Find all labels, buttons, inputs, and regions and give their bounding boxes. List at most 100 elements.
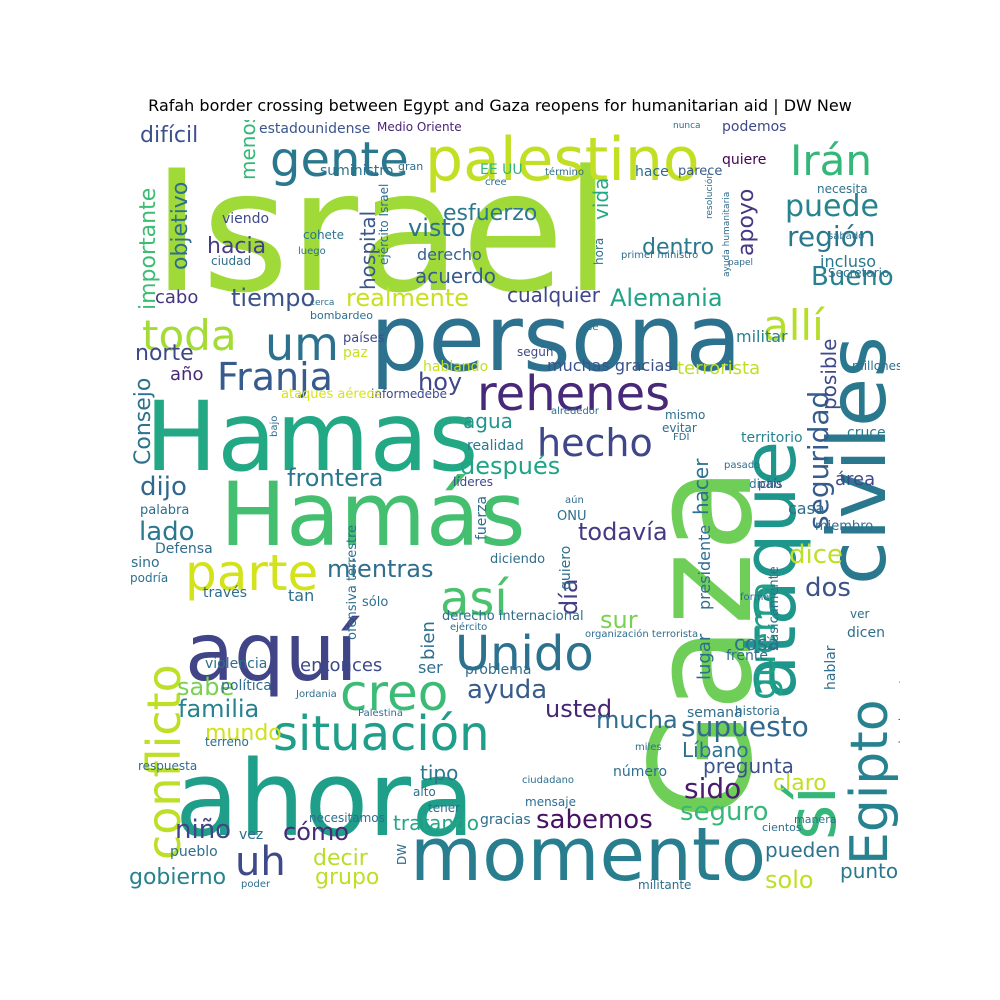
word-161: cientos [762, 821, 802, 834]
word-136: bien [418, 621, 439, 660]
word-160: manera [794, 813, 836, 826]
word-16: situación [273, 706, 490, 762]
word-185: sé [587, 321, 598, 333]
word-158: número [613, 764, 667, 780]
word-170: aún [565, 494, 584, 506]
word-79: punto [840, 859, 898, 883]
word-129: través [203, 585, 247, 601]
word-8: civiles [811, 336, 900, 585]
word-68: mucha [596, 706, 678, 734]
word-26: guerra [743, 581, 784, 700]
word-32: supuesto [681, 710, 809, 743]
word-194: papel [728, 258, 753, 268]
word-90: derecho [417, 245, 482, 264]
word-43: dentro [642, 235, 714, 260]
word-98: podemos [722, 120, 786, 135]
word-80: entonces [300, 655, 382, 676]
word-65: sabe [177, 673, 234, 701]
word-77: solo [765, 866, 814, 890]
word-110: hablando [423, 359, 488, 375]
word-135: problema [465, 662, 532, 678]
word-28: Franja [217, 355, 333, 399]
word-119: área [835, 469, 875, 490]
word-9: ataque [727, 441, 813, 700]
word-73: niño [175, 815, 231, 845]
word-134: ser [418, 658, 443, 677]
word-75: grupo [315, 865, 379, 890]
word-157: terreno [205, 735, 249, 749]
word-165: alrededor [551, 406, 600, 417]
word-127: sino [131, 555, 160, 571]
word-191: ayuda humanitaria [722, 192, 732, 277]
word-148: millones [852, 359, 900, 373]
word-117: líderes [453, 475, 493, 489]
word-156: respuesta [138, 759, 197, 773]
word-42: apoyo [734, 189, 759, 256]
word-150: alto [413, 785, 436, 799]
word-151: tener [428, 801, 460, 815]
word-85: claro [773, 771, 827, 796]
word-198: nunca [673, 121, 701, 131]
word-18: parte [185, 544, 318, 602]
word-96: estadounidense [259, 121, 370, 137]
word-181: DW [395, 844, 409, 865]
word-27: hecho [537, 421, 653, 465]
word-124: miembro [815, 519, 873, 534]
word-59: dice [789, 540, 843, 570]
word-121: dicho [749, 477, 782, 491]
word-95: militar [736, 327, 788, 346]
word-118: cruce [847, 425, 886, 441]
word-192: resolución [704, 173, 715, 219]
word-47: Alemania [610, 284, 723, 312]
word-76: gobierno [129, 865, 226, 890]
word-2: persona [370, 285, 742, 392]
word-113: informe [371, 387, 417, 401]
word-149: mensaje [525, 795, 576, 809]
word-52: frontera [287, 464, 383, 492]
word-167: FDI [673, 432, 689, 443]
word-81: cosa [734, 631, 780, 655]
word-188: ejército Israel [377, 184, 391, 265]
word-175: organización terrorista [585, 628, 698, 640]
word-71: sabemos [536, 805, 653, 835]
word-99: EE UU [480, 162, 523, 178]
word-138: presidente [695, 525, 714, 610]
word-162: poder [241, 879, 271, 890]
word-82: Líbano [682, 738, 749, 762]
chart-title: Rafah border crossing between Egypt and … [148, 96, 852, 115]
word-137: lugar [694, 633, 715, 680]
word-87: agua [463, 409, 513, 433]
word-41: vida [589, 178, 613, 220]
word-147: simplemente [897, 672, 900, 750]
word-29: seguridad [802, 391, 835, 530]
word-66: usted [545, 695, 612, 723]
word-122: país [758, 477, 783, 491]
word-133: política [221, 678, 272, 694]
word-21: uh [235, 839, 286, 885]
word-145: forma [740, 592, 769, 603]
word-144: ver [850, 607, 869, 621]
word-12: Egipto [840, 699, 900, 865]
word-115: ataques aéreos [281, 387, 381, 402]
word-63: ayuda [467, 675, 547, 705]
word-86: tratando [393, 811, 479, 835]
word-159: necesitamos [309, 811, 385, 825]
word-100: suministro [320, 163, 393, 179]
word-58: posible [817, 339, 841, 410]
word-128: podría [130, 571, 168, 585]
word-103: quiere [722, 152, 766, 168]
word-108: necesita [817, 182, 868, 196]
word-45: tiempo [231, 284, 315, 312]
word-152: gracias [480, 812, 531, 828]
word-123: casa [788, 499, 825, 518]
word-17: creo [340, 664, 448, 722]
word-24: allí [763, 301, 825, 350]
word-141: historia [735, 704, 780, 718]
word-104: viendo [222, 211, 269, 227]
word-189: hora [592, 238, 606, 265]
word-166: pasado [724, 460, 760, 471]
word-60: dos [805, 573, 851, 603]
word-195: gran [398, 160, 423, 173]
word-114: debe [417, 387, 447, 401]
